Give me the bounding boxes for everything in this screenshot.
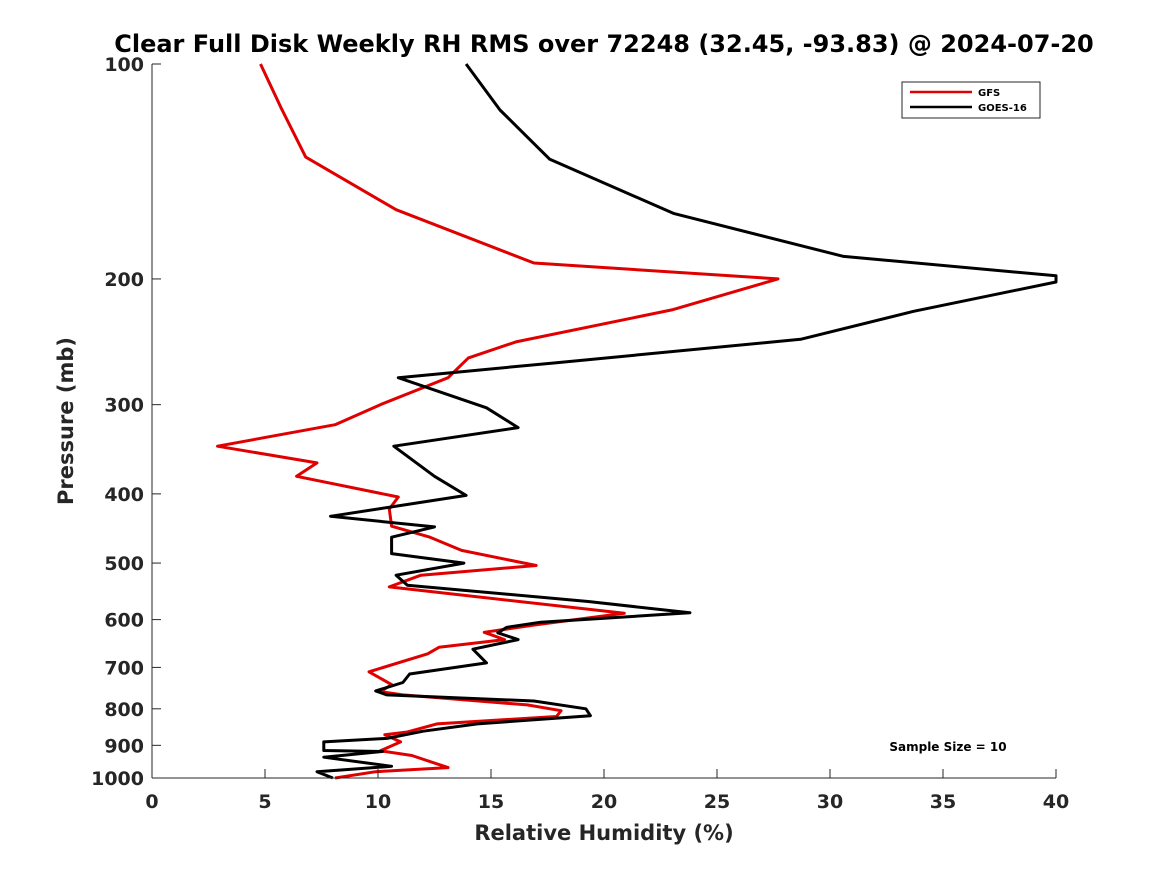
y-tick-label: 1000	[91, 768, 144, 790]
y-tick-label: 400	[104, 484, 144, 506]
y-tick-label: 700	[104, 657, 144, 679]
y-tick-label: 900	[104, 735, 144, 757]
x-axis-label: Relative Humidity (%)	[474, 821, 733, 845]
y-tick-label: 200	[104, 269, 144, 291]
legend-label-gfs: GFS	[978, 88, 1000, 99]
y-tick-label: 800	[104, 699, 144, 721]
x-tick-label: 0	[145, 791, 158, 813]
x-tick-label: 20	[591, 791, 617, 813]
y-tick-label: 500	[104, 553, 144, 575]
x-tick-label: 10	[365, 791, 391, 813]
y-ticks: 100 200 300 400 500 600 700 800 900 1000	[91, 54, 161, 790]
legend-box	[901, 81, 1041, 119]
sample-size-annotation: Sample Size = 10	[889, 740, 1006, 754]
plot-area: 0 5 10 15 20 25 30 35 40 100 200 300 400 500 600 700 80…	[91, 54, 1069, 813]
series-layer	[216, 63, 1058, 780]
y-tick-label: 600	[104, 610, 144, 632]
x-tick-label: 35	[930, 791, 956, 813]
x-tick-label: 25	[704, 791, 730, 813]
legend-label-goes16: GOES-16	[978, 103, 1027, 114]
y-tick-label: 100	[104, 54, 144, 76]
x-tick-label: 15	[478, 791, 504, 813]
y-tick-label: 300	[104, 395, 144, 417]
y-axis-label: Pressure (mb)	[54, 337, 78, 505]
x-tick-label: 30	[817, 791, 843, 813]
series-line-goes-16	[315, 63, 1058, 780]
chart-title: Clear Full Disk Weekly RH RMS over 72248…	[114, 30, 1094, 58]
x-tick-label: 5	[258, 791, 271, 813]
x-tick-label: 40	[1043, 791, 1069, 813]
series-line-gfs	[216, 63, 780, 780]
x-ticks: 0 5 10 15 20 25 30 35 40	[145, 769, 1069, 813]
plot-background	[152, 64, 1056, 778]
legend: GFS GOES-16	[901, 81, 1041, 119]
